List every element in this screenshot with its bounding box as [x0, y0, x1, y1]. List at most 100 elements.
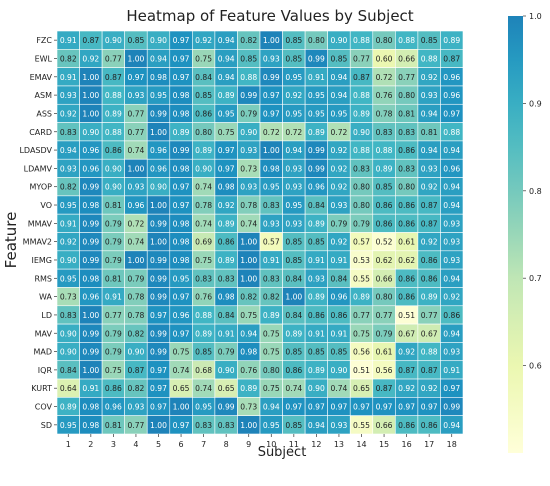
cell-value-label: 0.75: [195, 256, 212, 265]
cell-value-label: 1.00: [263, 146, 280, 155]
column-tick-label: 6: [179, 440, 184, 449]
cell-value-label: 0.83: [60, 128, 77, 137]
column-tick-label: 11: [289, 440, 299, 449]
cell-value-label: 0.97: [398, 403, 415, 412]
column-tick-label: 5: [156, 440, 161, 449]
cell-value-label: 0.72: [127, 219, 144, 228]
cell-value-label: 0.94: [218, 54, 235, 63]
cell-value-label: 0.92: [60, 109, 77, 118]
cell-value-label: 0.78: [376, 109, 393, 118]
row-tick-label: EWL: [35, 54, 53, 63]
cell-value-label: 0.93: [443, 348, 460, 357]
cell-value-label: 0.92: [330, 146, 347, 155]
cell-value-label: 0.80: [308, 36, 325, 45]
cell-value-label: 0.94: [218, 73, 235, 82]
cell-value-label: 0.90: [150, 36, 167, 45]
cell-value-label: 0.79: [105, 348, 122, 357]
cell-value-label: 0.80: [376, 293, 393, 302]
cell-value-label: 0.92: [398, 384, 415, 393]
cell-value-label: 0.98: [218, 183, 235, 192]
cell-value-label: 0.62: [398, 256, 415, 265]
cell-value-label: 0.92: [330, 183, 347, 192]
row-tick-label: KURT: [31, 384, 52, 393]
cell-value-label: 0.67: [421, 329, 438, 338]
cell-value-label: 0.94: [421, 146, 438, 155]
cell-value-label: 0.77: [376, 311, 393, 320]
chart-title: Heatmap of Feature Values by Subject: [126, 7, 413, 25]
cell-value-label: 1.00: [127, 256, 144, 265]
cell-value-label: 0.75: [263, 329, 280, 338]
cell-value-label: 0.85: [308, 238, 325, 247]
cell-value-label: 1.00: [240, 274, 257, 283]
cell-value-label: 0.90: [308, 384, 325, 393]
cell-value-label: 1.00: [150, 128, 167, 137]
cell-value-label: 0.89: [443, 36, 460, 45]
cell-value-label: 0.86: [398, 421, 415, 430]
cell-value-label: 0.94: [150, 54, 167, 63]
cell-value-label: 0.85: [285, 348, 302, 357]
cell-value-label: 0.51: [353, 366, 370, 375]
cell-value-label: 0.97: [173, 73, 190, 82]
column-tick-label: 8: [224, 440, 229, 449]
cell-value-label: 0.87: [353, 73, 370, 82]
cell-value-label: 0.97: [150, 384, 167, 393]
cell-value-label: 0.90: [60, 348, 77, 357]
colorbar-tick-label: 1.0: [529, 12, 542, 21]
cell-value-label: 0.78: [127, 311, 144, 320]
cell-value-label: 0.77: [353, 311, 370, 320]
cell-value-label: 0.76: [195, 293, 212, 302]
cell-value-label: 0.75: [173, 348, 190, 357]
cell-value-label: 0.95: [60, 274, 77, 283]
cell-value-label: 0.92: [218, 201, 235, 210]
cell-value-label: 0.85: [285, 421, 302, 430]
cell-value-label: 0.75: [218, 128, 235, 137]
cell-value-label: 0.56: [353, 348, 370, 357]
cell-value-label: 0.93: [330, 201, 347, 210]
cell-value-label: 0.97: [150, 366, 167, 375]
cell-value-label: 0.97: [443, 109, 460, 118]
cell-value-label: 0.80: [398, 91, 415, 100]
cell-value-label: 0.93: [421, 91, 438, 100]
cell-value-label: 0.55: [353, 421, 370, 430]
cell-value-label: 0.89: [218, 256, 235, 265]
cell-value-label: 0.65: [173, 384, 190, 393]
cell-value-label: 0.75: [195, 54, 212, 63]
cell-value-label: 0.99: [308, 54, 325, 63]
cell-value-label: 0.92: [421, 73, 438, 82]
cell-value-label: 0.89: [218, 219, 235, 228]
cell-value-label: 0.89: [195, 146, 212, 155]
cell-value-label: 1.00: [150, 238, 167, 247]
cell-value-label: 0.94: [443, 274, 460, 283]
cell-value-label: 0.81: [421, 128, 438, 137]
row-tick-label: MAD: [33, 348, 52, 357]
cell-value-label: 0.99: [150, 219, 167, 228]
column-tick-label: 10: [266, 440, 276, 449]
cell-value-label: 0.75: [105, 366, 122, 375]
cell-value-label: 0.77: [105, 54, 122, 63]
cell-value-label: 0.97: [330, 403, 347, 412]
cell-value-label: 0.65: [218, 384, 235, 393]
cell-value-label: 0.76: [240, 366, 257, 375]
cell-value-label: 0.84: [60, 366, 77, 375]
row-tick-label: LDASDV: [19, 146, 52, 155]
cell-value-label: 0.97: [173, 54, 190, 63]
cell-value-label: 0.83: [353, 164, 370, 173]
cell-value-label: 0.90: [82, 128, 99, 137]
cell-value-label: 0.62: [376, 256, 393, 265]
cell-value-label: 0.82: [60, 183, 77, 192]
cell-value-label: 0.84: [308, 201, 325, 210]
cell-value-label: 0.97: [173, 201, 190, 210]
cell-value-label: 0.78: [127, 293, 144, 302]
cell-value-label: 0.74: [127, 146, 144, 155]
cell-value-label: 0.98: [173, 91, 190, 100]
cell-value-label: 0.56: [376, 366, 393, 375]
column-tick-label: 13: [334, 440, 344, 449]
heatmap-cells: [56, 30, 464, 435]
cell-value-label: 0.83: [263, 274, 280, 283]
cell-value-label: 0.93: [308, 274, 325, 283]
cell-value-label: 0.98: [82, 201, 99, 210]
cell-value-label: 0.87: [376, 384, 393, 393]
cell-value-label: 0.97: [376, 403, 393, 412]
cell-value-label: 0.98: [82, 403, 99, 412]
cell-value-label: 0.94: [285, 146, 302, 155]
